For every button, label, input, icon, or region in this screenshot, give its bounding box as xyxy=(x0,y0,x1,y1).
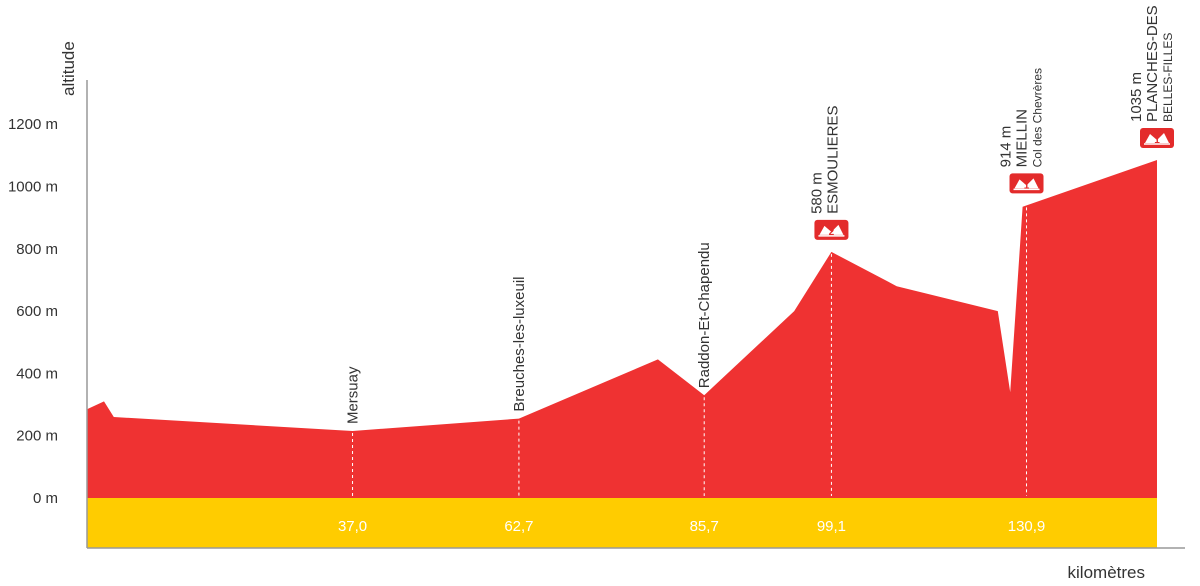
x-axis-title: kilomètres xyxy=(1068,563,1145,582)
km-label: 62,7 xyxy=(504,518,533,535)
climb-altitude-label: 580 m xyxy=(808,172,825,214)
y-axis-title: altitude xyxy=(59,41,78,96)
km-label: 85,7 xyxy=(690,518,719,535)
climb-name-label: PLANCHES-DES xyxy=(1144,5,1161,122)
climb-altitude-label: 914 m xyxy=(998,126,1015,168)
town-label: Breuches-les-luxeuil xyxy=(511,277,528,412)
climb-altitude-label: 1035 m xyxy=(1128,72,1145,122)
climb-category-number: 1 xyxy=(1154,135,1160,146)
km-label: 130,9 xyxy=(1008,518,1046,535)
climb-name-label: MIELLIN xyxy=(1014,109,1031,167)
y-tick-label: 1200 m xyxy=(8,116,58,133)
mountain-icon xyxy=(1145,133,1169,144)
y-tick-label: 800 m xyxy=(16,241,58,258)
y-tick-label: 200 m xyxy=(16,428,58,445)
y-tick-label: 600 m xyxy=(16,303,58,320)
km-label: 37,0 xyxy=(338,518,367,535)
km-label: 99,1 xyxy=(817,518,846,535)
y-tick-label: 0 m xyxy=(33,490,58,507)
y-tick-label: 1000 m xyxy=(8,179,58,196)
town-label: Mersuay xyxy=(345,366,362,424)
mountain-icon xyxy=(819,224,844,235)
base-band xyxy=(87,498,1157,548)
climb-category-number: 2 xyxy=(829,227,835,238)
climb-name-label: ESMOULIERES xyxy=(824,106,841,214)
climb-subtitle-label: Col des Chevrères xyxy=(1031,68,1045,167)
town-label: Raddon-Et-Chapendu xyxy=(696,242,713,388)
climb-category-number: 1 xyxy=(1024,180,1030,191)
mountain-icon xyxy=(1014,178,1039,189)
y-tick-label: 400 m xyxy=(16,365,58,382)
climb-subtitle-label: BELLES-FILLES xyxy=(1161,33,1175,122)
elevation-profile-area xyxy=(87,160,1157,498)
